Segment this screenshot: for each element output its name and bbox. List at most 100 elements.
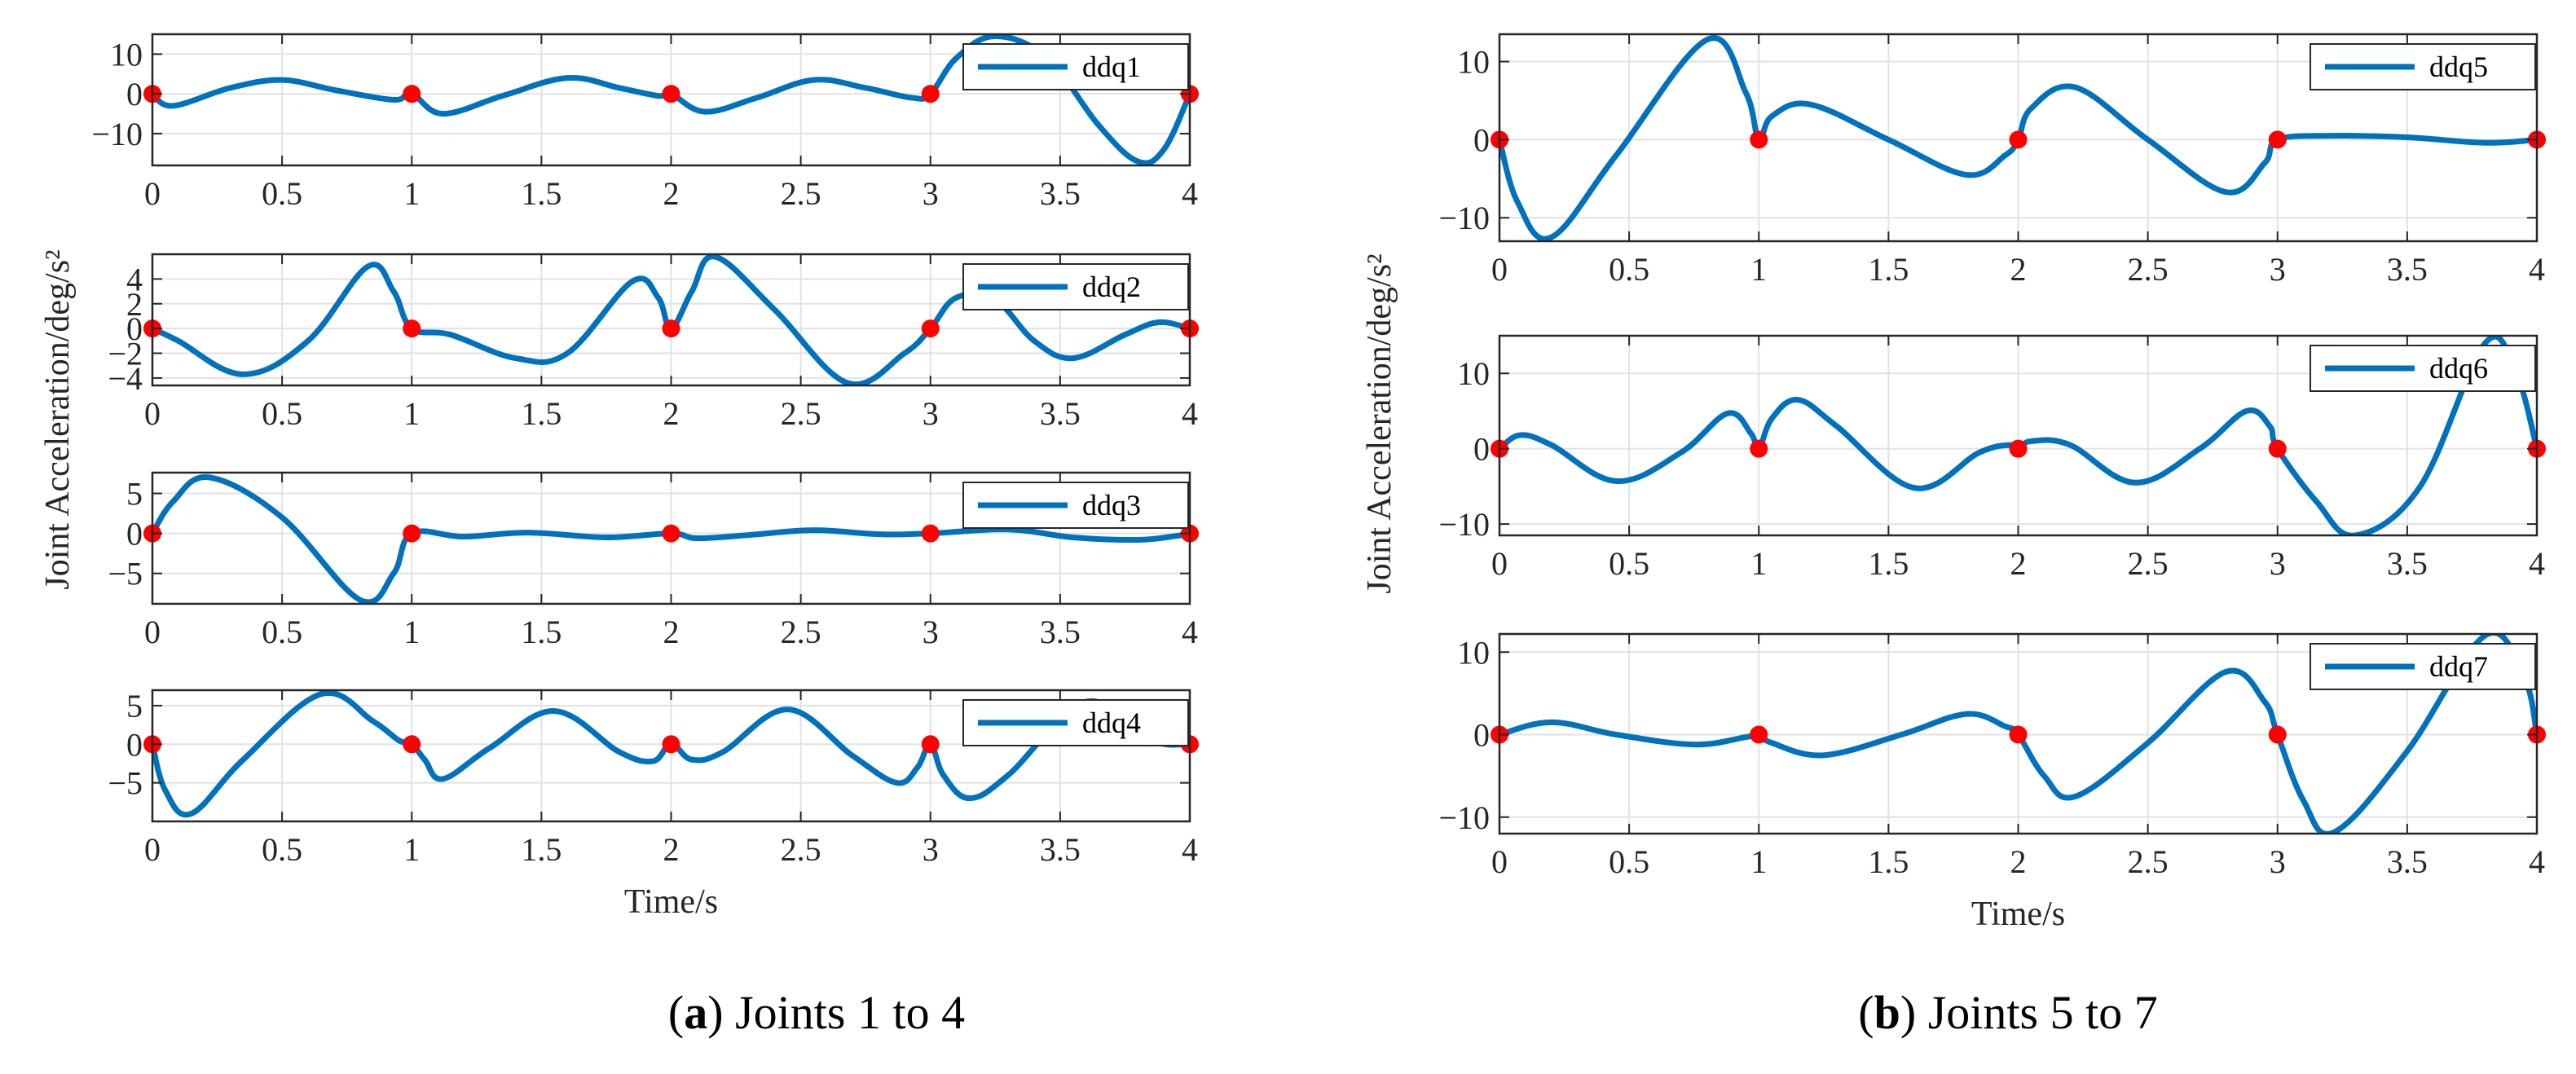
x-tick-label: 2 bbox=[663, 175, 680, 212]
x-tick-label: 2 bbox=[663, 395, 680, 432]
waypoint-marker bbox=[2009, 439, 2028, 458]
waypoint-marker bbox=[662, 85, 680, 103]
x-tick-label: 3 bbox=[923, 614, 939, 650]
y-tick-label: −10 bbox=[1438, 200, 1490, 236]
waypoint-marker bbox=[921, 735, 940, 754]
x-tick-label: 4 bbox=[2529, 545, 2545, 582]
legend-label: ddq5 bbox=[2429, 51, 2488, 83]
legend-label: ddq3 bbox=[1082, 489, 1141, 522]
x-tick-label: 3 bbox=[923, 395, 939, 432]
waypoint-marker bbox=[662, 524, 680, 543]
waypoint-marker bbox=[662, 319, 680, 338]
x-tick-label: 1 bbox=[1750, 545, 1767, 582]
series-line-ddq3 bbox=[152, 474, 1190, 604]
x-tick-label: 0.5 bbox=[262, 175, 302, 212]
waypoint-marker bbox=[2009, 130, 2028, 149]
caption-panel-b: (b) Joints 5 to 7 bbox=[1858, 986, 2157, 1039]
waypoint-marker bbox=[921, 85, 940, 103]
y-tick-label: 0 bbox=[126, 76, 143, 112]
waypoint-marker bbox=[921, 319, 940, 338]
x-tick-label: 0.5 bbox=[262, 614, 302, 650]
x-tick-label: 2 bbox=[2010, 843, 2027, 880]
x-tick-label: 2 bbox=[663, 614, 680, 650]
x-tick-label: 3.5 bbox=[2387, 545, 2428, 582]
x-tick-label: 0 bbox=[144, 831, 161, 868]
y-tick-label: 10 bbox=[1457, 634, 1490, 671]
x-tick-label: 1.5 bbox=[521, 175, 561, 212]
y-tick-label: 0 bbox=[126, 516, 143, 552]
x-tick-label: 0 bbox=[1491, 545, 1508, 582]
waypoint-marker bbox=[1750, 130, 1768, 149]
x-tick-label: 3 bbox=[2270, 843, 2286, 880]
x-tick-label: 0 bbox=[1491, 251, 1508, 288]
caption-panel-a: (a) Joints 1 to 4 bbox=[668, 986, 965, 1039]
x-tick-label: 1.5 bbox=[521, 831, 561, 868]
x-tick-label: 2.5 bbox=[781, 175, 821, 212]
x-tick-label: 1.5 bbox=[521, 614, 561, 650]
waypoint-marker bbox=[403, 319, 421, 338]
y-tick-label: 10 bbox=[1457, 44, 1490, 81]
y-tick-label: −10 bbox=[1438, 799, 1490, 836]
y-tick-label: −4 bbox=[108, 360, 143, 397]
x-tick-label: 2.5 bbox=[781, 831, 821, 868]
x-tick-label: 1 bbox=[403, 614, 420, 650]
y-tick-label: 0 bbox=[1473, 717, 1490, 754]
y-tick-label: −5 bbox=[108, 765, 143, 802]
legend-ddq6: ddq6 bbox=[2310, 345, 2536, 392]
x-tick-label: 4 bbox=[1182, 175, 1198, 212]
waypoint-marker bbox=[2268, 725, 2287, 744]
x-tick-label: 3 bbox=[2270, 545, 2286, 582]
y-tick-label: 2 bbox=[126, 286, 143, 323]
legend-box bbox=[962, 699, 1189, 746]
x-tick-label: 1.5 bbox=[1868, 545, 1909, 582]
legend-ddq2: ddq2 bbox=[962, 263, 1189, 310]
y-axis-label-panel-b: Joint Acceleration/deg/s² bbox=[1361, 253, 1398, 593]
x-tick-label: 2.5 bbox=[2128, 843, 2169, 880]
x-tick-label: 2 bbox=[2010, 251, 2027, 288]
y-axis-label-panel-a: Joint Acceleration/deg/s² bbox=[39, 249, 77, 589]
x-tick-label: 3.5 bbox=[1040, 175, 1081, 212]
waypoint-marker bbox=[921, 524, 940, 543]
x-tick-label: 1 bbox=[1750, 251, 1767, 288]
series-line-ddq4 bbox=[152, 690, 1190, 818]
x-tick-label: 1.5 bbox=[521, 395, 561, 432]
legend-label: ddq7 bbox=[2429, 650, 2488, 683]
y-tick-label: −10 bbox=[91, 116, 143, 152]
y-tick-label: 5 bbox=[126, 688, 143, 724]
x-tick-label: 1 bbox=[403, 395, 420, 432]
legend-label: ddq2 bbox=[1082, 271, 1141, 303]
x-tick-label: 1.5 bbox=[1868, 843, 1909, 880]
x-tick-label: 0.5 bbox=[262, 395, 302, 432]
waypoint-marker bbox=[403, 524, 421, 543]
x-tick-label: 0 bbox=[1491, 843, 1508, 880]
x-tick-label: 3 bbox=[923, 175, 939, 212]
y-tick-label: 0 bbox=[1473, 431, 1490, 468]
waypoint-marker bbox=[2268, 130, 2287, 149]
x-tick-label: 4 bbox=[1182, 395, 1198, 432]
y-tick-label: 0 bbox=[126, 726, 143, 763]
y-tick-label: −2 bbox=[108, 336, 143, 372]
subplot-ddq3: 0 0.5 1 1.5 2 2.5 3 3.5 4−505 ddq3 bbox=[108, 471, 1199, 650]
x-tick-label: 2.5 bbox=[781, 395, 821, 432]
y-tick-label: 10 bbox=[110, 36, 143, 73]
x-axis-label: Time/s bbox=[624, 883, 718, 921]
waypoint-marker bbox=[2009, 725, 2028, 744]
x-tick-label: 2.5 bbox=[2128, 545, 2169, 582]
x-tick-label: 3.5 bbox=[2387, 843, 2428, 880]
x-tick-label: 1.5 bbox=[1868, 251, 1909, 288]
legend-label: ddq1 bbox=[1082, 51, 1141, 83]
caption-panel-b-text: Joints 5 to 7 bbox=[1928, 986, 2158, 1039]
y-tick-label: 10 bbox=[1457, 355, 1490, 392]
legend-ddq4: ddq4 bbox=[962, 699, 1189, 746]
x-tick-label: 0 bbox=[144, 175, 161, 212]
x-tick-label: 4 bbox=[2529, 843, 2545, 880]
x-tick-label: 1 bbox=[403, 175, 420, 212]
waypoint-marker bbox=[1750, 439, 1768, 458]
waypoint-marker bbox=[403, 85, 421, 103]
x-tick-label: 2.5 bbox=[2128, 251, 2169, 288]
